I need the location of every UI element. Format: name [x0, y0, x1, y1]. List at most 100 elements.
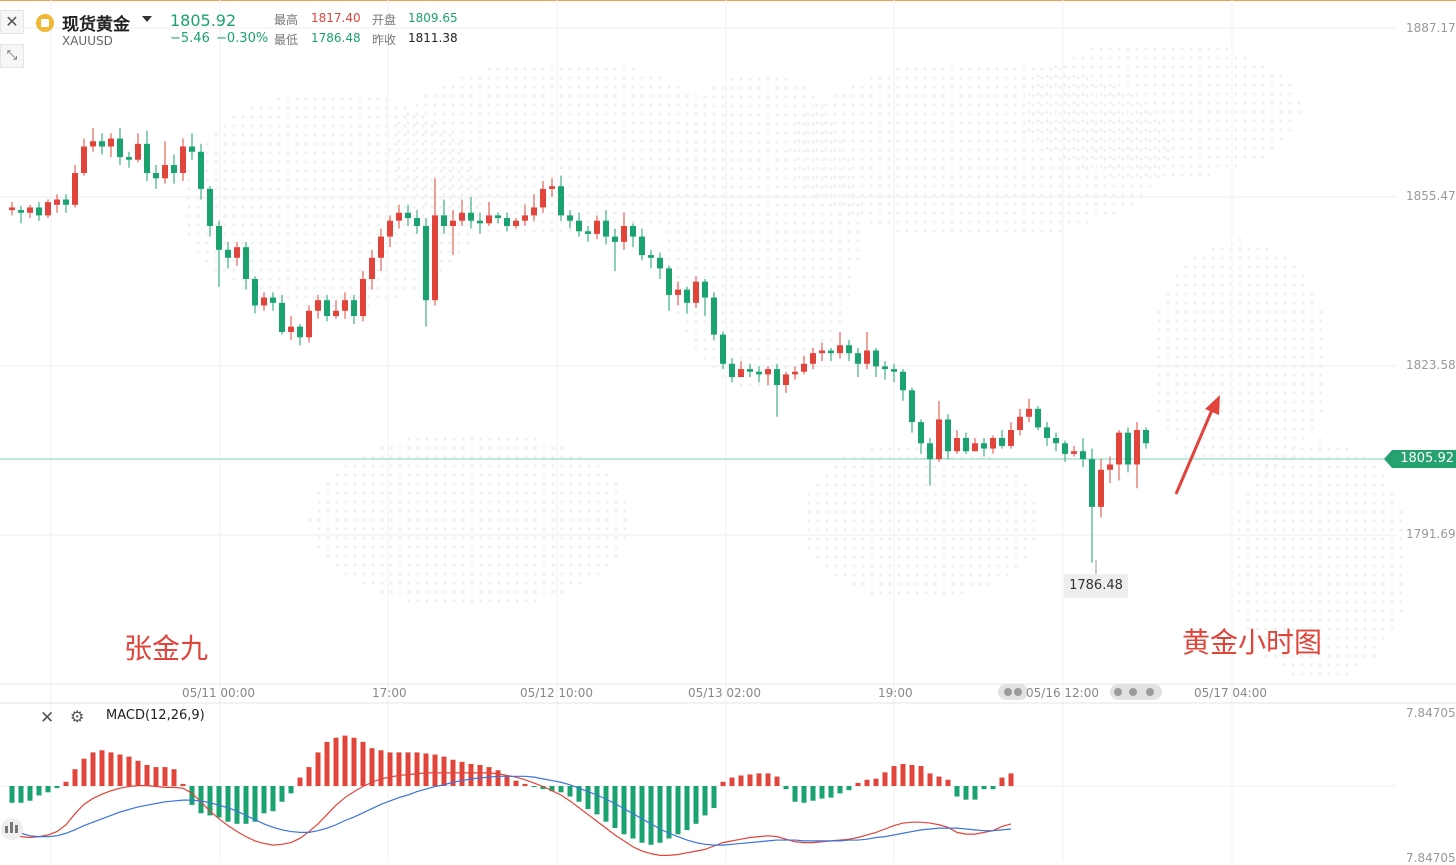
candle-body: [81, 146, 87, 172]
candle: [189, 133, 195, 159]
world-map-region: [807, 447, 1035, 594]
candle-body: [1044, 427, 1050, 438]
candle-body: [450, 221, 456, 226]
collapse-icon[interactable]: ⤡: [0, 44, 24, 68]
macd-bar: [379, 750, 384, 786]
x-tick-label: 05/17 04:00: [1194, 686, 1267, 700]
macd-bar: [397, 752, 402, 786]
candle-body: [459, 213, 465, 221]
macd-bar: [118, 755, 123, 787]
candle-body: [630, 226, 636, 237]
candle: [1017, 409, 1023, 435]
macd-bar: [982, 786, 987, 789]
candle-body: [189, 146, 195, 151]
candle-body: [576, 221, 582, 232]
candle-body: [297, 327, 303, 338]
candle-body: [54, 199, 60, 204]
candle: [414, 210, 420, 234]
candle-body: [702, 282, 708, 298]
candle-body: [819, 351, 825, 354]
macd-bar: [370, 748, 375, 786]
macd-bar: [91, 752, 96, 786]
macd-bar: [784, 786, 789, 789]
candle: [738, 361, 744, 377]
candle-body: [18, 210, 24, 213]
candle: [1107, 457, 1113, 483]
candle: [1125, 427, 1131, 472]
macd-bar: [325, 742, 330, 786]
candle-body: [441, 215, 447, 226]
candle: [459, 199, 465, 225]
candle: [531, 194, 537, 220]
macd-bar: [469, 764, 474, 786]
candle: [603, 210, 609, 244]
candle-body: [1080, 451, 1086, 459]
candle-body: [468, 213, 474, 221]
macd-bar: [46, 786, 51, 792]
candle: [702, 279, 708, 316]
candle: [126, 152, 132, 168]
macd-bar: [955, 786, 960, 797]
macd-bar: [991, 786, 996, 789]
scroll-dots-right: [1110, 684, 1162, 700]
candle-body: [531, 207, 537, 215]
macd-bar: [478, 765, 483, 786]
candle: [927, 438, 933, 486]
macd-bar: [1009, 773, 1014, 786]
macd-bar: [406, 752, 411, 786]
candle-body: [558, 186, 564, 215]
candle-body: [1143, 430, 1149, 443]
candle-body: [117, 139, 123, 158]
macd-bar: [874, 779, 879, 786]
macd-bar: [919, 766, 924, 786]
candle-body: [639, 237, 645, 256]
candle: [207, 186, 213, 236]
candle: [315, 295, 321, 319]
gear-icon[interactable]: ⚙: [70, 707, 84, 726]
instrument-name[interactable]: 现货黄金: [62, 10, 130, 35]
candle-body: [504, 218, 510, 226]
candle: [981, 438, 987, 457]
candle-body: [9, 207, 15, 210]
close-icon[interactable]: ✕: [0, 10, 24, 34]
macd-bar: [10, 786, 15, 803]
candle-body: [603, 221, 609, 237]
candle-body: [774, 369, 780, 385]
candle: [711, 292, 717, 340]
macd-dif-line: [12, 773, 1011, 855]
macd-bar: [352, 738, 357, 786]
candle-body: [738, 369, 744, 377]
candle-body: [171, 165, 177, 173]
candle: [846, 340, 852, 361]
candle: [963, 433, 969, 454]
candle: [729, 358, 735, 382]
candle-body: [936, 419, 942, 459]
candle-body: [873, 351, 879, 367]
instrument-symbol: XAUUSD: [62, 34, 113, 48]
close-indicator-icon[interactable]: ✕: [40, 708, 54, 728]
macd-bar: [712, 786, 717, 808]
macd-bar: [892, 766, 897, 786]
candle-body: [1017, 417, 1023, 430]
candle: [837, 332, 843, 358]
candle-body: [144, 144, 150, 173]
candle-body: [72, 173, 78, 205]
macd-bar: [838, 786, 843, 793]
indicator-toggle-icon: [1, 818, 23, 840]
candle-body: [180, 146, 186, 172]
candle-body: [918, 422, 924, 443]
candle-body: [333, 311, 339, 316]
candle: [999, 430, 1005, 449]
candle-body: [45, 202, 51, 215]
candle-body: [405, 213, 411, 218]
candle-body: [243, 247, 249, 279]
candle-body: [567, 215, 573, 220]
candle-body: [108, 139, 114, 147]
candle: [630, 223, 636, 247]
candle-body: [765, 369, 771, 374]
candle: [180, 139, 186, 181]
candle-body: [135, 144, 141, 160]
candle-body: [711, 298, 717, 335]
chevron-down-icon[interactable]: [142, 16, 152, 22]
